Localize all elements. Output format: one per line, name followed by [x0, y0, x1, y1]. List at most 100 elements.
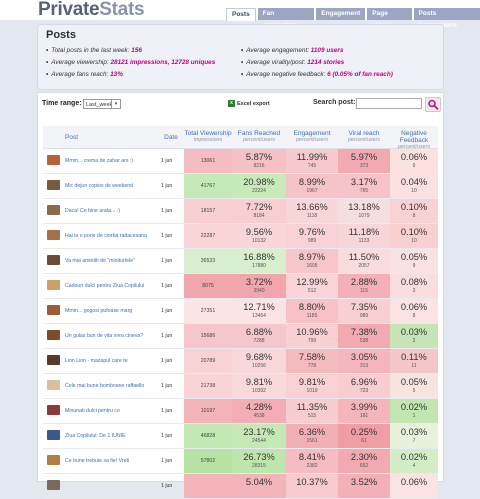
post-link[interactable]: Lion Lion - mazapul care te [65, 358, 128, 364]
post-link[interactable]: Va mai amintiti de "miniturtele" [65, 258, 135, 264]
post-date: 1 jun [161, 408, 173, 414]
post-thumbnail[interactable] [47, 455, 60, 465]
fans-reached-percent: 20.98% [243, 177, 275, 187]
viral-reach-users: 115 [360, 288, 368, 294]
fans-reached-cell: 12.71% 13464 [232, 299, 286, 323]
engagement-percent: 11.35% [296, 402, 328, 412]
viewership-value: 8075 [202, 283, 214, 289]
post-thumbnail[interactable] [47, 180, 60, 190]
search-input[interactable] [356, 98, 422, 109]
brand-logo[interactable]: PrivateStats [38, 0, 145, 20]
table-row[interactable]: Ziua Copilului: De 1 IUNIE 1 jun 46828 23.1… [43, 424, 438, 449]
table-row[interactable]: Hai la o porie de ciorba radacesana 1 jun… [43, 224, 438, 249]
fans-reached-percent: 5.04% [245, 477, 273, 487]
table-row[interactable]: Ce bune trebuie sa fie! Vreti 1 jun 57802 2… [43, 449, 438, 474]
viral-reach-percent: 5.97% [350, 152, 378, 162]
table-row[interactable]: Minunati dulci pentru co 1 jun 10197 4.28% 4… [43, 399, 438, 424]
stat-label: Average fans reach: [51, 71, 111, 78]
table-row[interactable]: 1 jun 5.04% 10.37% 3.52% 0.06% [43, 474, 438, 499]
negative-feedback-users: 7 [412, 438, 416, 444]
post-link[interactable]: Cele mai bune bomboane raffaello [65, 383, 145, 389]
post-link[interactable]: Un gulas bun de vita vrea cineva? [65, 333, 144, 339]
viral-reach-cell: 3.52% [338, 474, 390, 498]
excel-export-button[interactable]: x Excel export [228, 100, 270, 107]
engagement-cell: 13.66% 1118 [286, 199, 338, 223]
table-row[interactable]: Mmm... gogosi pufoase marg 1 jun 27351 12.7… [43, 299, 438, 324]
fans-reached-cell: 3.72% 3940 [232, 274, 286, 298]
fans-reached-cell: 4.28% 4538 [232, 399, 286, 423]
table-row[interactable]: Daca! Ce bine arata... :) 1 jun 18157 7.72%… [43, 199, 438, 224]
post-thumbnail[interactable] [47, 380, 60, 390]
column-header[interactable]: Engagement percent/users [286, 130, 338, 143]
viral-reach-users: 1133 [358, 238, 370, 244]
column-header[interactable]: Total Viewership impressions [184, 130, 232, 143]
post-thumbnail[interactable] [47, 305, 60, 315]
table-row[interactable]: Va mai amintiti de "miniturtele" 1 jun 365… [43, 249, 438, 274]
tab-engagement[interactable]: Engagement [316, 8, 366, 20]
post-link[interactable]: Daca! Ce bine arata... :) [65, 208, 121, 214]
post-thumbnail[interactable] [47, 230, 60, 240]
post-thumbnail[interactable] [47, 205, 60, 215]
negative-feedback-cell: 0.06% 8 [390, 299, 438, 323]
column-sublabel: percent/users [242, 137, 276, 143]
viewership-value: 22287 [200, 233, 216, 239]
tab-posts[interactable]: Posts [226, 8, 256, 21]
negative-feedback-users: 1 [412, 413, 416, 419]
post-link[interactable]: Hai la o porie de ciorba radacesana [65, 233, 147, 239]
post-link[interactable]: Ce bune trebuie sa fie! Vreti [65, 458, 130, 464]
post-thumbnail[interactable] [47, 155, 60, 165]
negative-feedback-percent: 0.10% [400, 202, 428, 212]
stat-label: Average virality/post: [246, 59, 308, 66]
viral-reach-users: 723 [359, 388, 369, 394]
search-button[interactable] [425, 97, 441, 112]
negative-feedback-users: 10 [411, 188, 417, 194]
table-row[interactable]: Mmm... crema de zahar ars :) 1 jun 13061 5.… [43, 149, 438, 174]
column-header[interactable]: Viral reach percent/users [338, 130, 390, 143]
post-thumbnail[interactable] [47, 480, 60, 490]
column-label: Post [65, 134, 79, 141]
table-row[interactable]: Cadouri dulci pentru Ziua Copilului 1 jun… [43, 274, 438, 299]
column-header[interactable]: Date [161, 134, 181, 141]
viewership-value: 10197 [200, 408, 216, 414]
tab-posts-impressions[interactable]: Posts impressions [413, 8, 480, 29]
post-thumbnail[interactable] [47, 405, 60, 415]
tab-page-views[interactable]: Page views [367, 8, 412, 29]
viewership-value: 15686 [200, 333, 216, 339]
summary-stat: • Average virality/post: 1214 stories [241, 59, 344, 66]
post-link[interactable]: Ziua Copilului: De 1 IUNIE [65, 433, 126, 439]
fans-reached-percent: 3.72% [245, 277, 273, 287]
engagement-cell: 8.41% 2382 [286, 449, 338, 473]
time-range-value: Last_week [86, 102, 113, 108]
tab-fan-acquisition[interactable]: Fan acquisition [257, 8, 315, 29]
viral-reach-percent: 3.99% [350, 402, 378, 412]
post-link[interactable]: Minunati dulci pentru co [65, 408, 120, 414]
viral-reach-users: 313 [359, 363, 369, 369]
negative-feedback-percent: 0.05% [400, 377, 428, 387]
post-date: 1 jun [161, 333, 173, 339]
post-thumbnail[interactable] [47, 330, 60, 340]
stat-value: 28121 impressions, 12728 uniques [110, 59, 216, 66]
column-header[interactable]: Fans Reached percent/users [232, 130, 286, 143]
post-thumbnail[interactable] [47, 255, 60, 265]
engagement-users: 745 [307, 163, 317, 169]
negative-feedback-percent: 0.11% [401, 352, 427, 362]
table-row[interactable]: Un gulas bun de vita vrea cineva? 1 jun 15… [43, 324, 438, 349]
time-range-select[interactable]: Last_week ▾ [83, 99, 121, 109]
viewership-cell [184, 474, 232, 498]
column-sublabel: percent/users [347, 137, 381, 143]
post-thumbnail[interactable] [47, 430, 60, 440]
table-row[interactable]: Cele mai bune bomboane raffaello 1 jun 217… [43, 374, 438, 399]
table-row[interactable]: Lion Lion - mazapul care te 1 jun 20789 9.6… [43, 349, 438, 374]
column-header[interactable]: Post [65, 134, 95, 141]
viewership-cell: 46828 [184, 424, 232, 448]
post-link[interactable]: Cadouri dulci pentru Ziua Copilului [65, 283, 145, 289]
post-thumbnail[interactable] [47, 280, 60, 290]
post-link[interactable]: Mmm... gogosi pufoase marg [65, 308, 133, 314]
post-link[interactable]: Mic dejun copios de weekend [65, 183, 134, 189]
table-row[interactable]: Mic dejun copios de weekend 1 jun 41767 20.… [43, 174, 438, 199]
post-thumbnail[interactable] [47, 355, 60, 365]
post-link[interactable]: Mmm... crema de zahar ars :) [65, 158, 134, 164]
search-label: Search post: [313, 99, 356, 106]
column-header[interactable]: Negative Feedback percent/users [390, 130, 438, 150]
viral-reach-percent: 0.25% [350, 427, 378, 437]
